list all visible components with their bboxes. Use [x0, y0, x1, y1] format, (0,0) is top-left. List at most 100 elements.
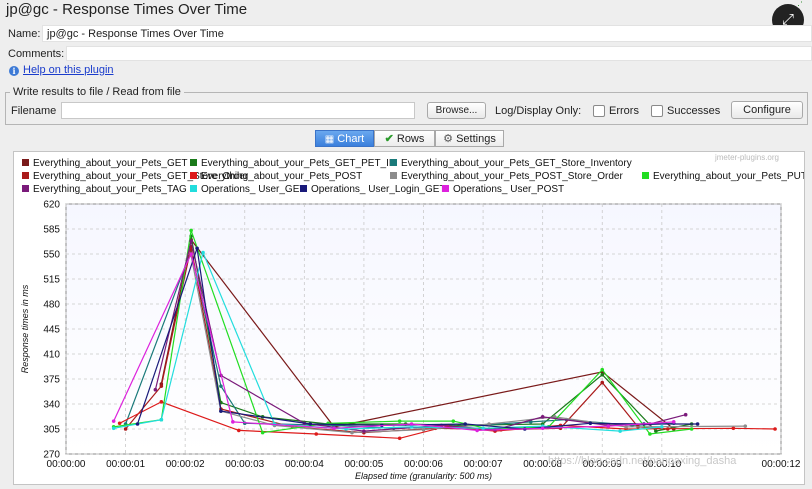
info-icon: i	[9, 66, 19, 76]
browse-button[interactable]: Browse...	[427, 102, 486, 119]
legend-label: Everything_about_your_Pets_POST_Store_Or…	[401, 171, 623, 182]
legend-label: Everything_about_your_Pets_GET_Store_Ord…	[33, 171, 249, 182]
y-tick-label: 620	[43, 200, 60, 211]
legend-swatch	[190, 185, 197, 192]
x-tick-label: 00:00:06	[404, 459, 443, 470]
comments-label: Comments:	[8, 48, 65, 60]
data-point	[308, 422, 313, 426]
data-point	[731, 426, 736, 431]
legend-label: Everything_about_your_Pets_GET	[33, 158, 188, 169]
y-tick-label: 445	[43, 325, 60, 336]
legend-label: Everything_about_your_Pets_TAG	[33, 184, 187, 195]
y-tick-label: 585	[43, 225, 60, 236]
data-point	[409, 425, 414, 429]
data-point	[362, 429, 366, 433]
legend-swatch	[390, 159, 397, 166]
tab-settings-label: Settings	[456, 133, 496, 145]
chart-panel: jmeter-plugins.org Everything_about_your_…	[13, 151, 807, 485]
data-point	[111, 419, 116, 423]
data-point	[189, 228, 193, 233]
data-point	[236, 428, 241, 433]
data-point	[111, 426, 116, 431]
x-tick-label: 00:00:09	[583, 459, 622, 470]
data-point	[189, 252, 193, 256]
name-field[interactable]: jp@gc - Response Times Over Time	[42, 25, 812, 42]
legend-label: Everything_about_your_Pets_PUT	[653, 171, 804, 182]
tab-settings[interactable]: ⚙ Settings	[435, 130, 504, 147]
errors-checkbox[interactable]	[593, 105, 605, 117]
y-axis-label: Response times in ms	[20, 284, 30, 373]
x-tick-label: 00:00:10	[642, 459, 681, 470]
errors-label: Errors	[609, 105, 639, 117]
chart-icon: ▦	[324, 134, 335, 145]
legend-swatch	[190, 159, 197, 166]
data-point	[397, 436, 402, 441]
data-point	[683, 412, 688, 417]
successes-label: Successes	[667, 105, 721, 117]
data-point	[618, 429, 622, 433]
data-point	[600, 380, 605, 385]
x-tick-label: 00:00:03	[225, 459, 264, 470]
successes-checkbox[interactable]	[651, 105, 663, 117]
x-tick-label: 00:00:01	[106, 459, 145, 470]
x-axis-label: Elapsed time (granularity: 500 ms)	[355, 471, 492, 481]
data-point	[409, 422, 414, 426]
legend-swatch	[642, 172, 649, 179]
tab-rows[interactable]: ✔ Rows	[374, 130, 435, 147]
legend-label: Everything_about_your_Pets_GET_PET_ID	[201, 158, 396, 169]
data-point	[624, 425, 628, 429]
y-tick-label: 410	[43, 350, 60, 361]
series-line	[113, 250, 662, 432]
data-point	[332, 426, 336, 431]
x-tick-label: 00:00:12	[762, 459, 801, 470]
legend-swatch	[390, 172, 397, 179]
configure-button[interactable]: Configure	[731, 101, 803, 119]
legend-swatch	[22, 159, 29, 166]
legend-swatch	[300, 185, 307, 192]
resize-grip-icon: ⋰	[794, 0, 803, 10]
data-point	[421, 427, 426, 432]
data-point	[231, 420, 235, 424]
data-point	[153, 387, 158, 392]
y-tick-label: 305	[43, 425, 60, 436]
gear-icon: ⚙	[443, 133, 454, 145]
legend-swatch	[442, 185, 449, 192]
legend-swatch	[190, 172, 197, 179]
x-tick-label: 00:00:02	[166, 459, 205, 470]
window-title: jp@gc - Response Times Over Time	[6, 1, 248, 18]
comments-field[interactable]	[66, 46, 812, 61]
data-point	[117, 421, 122, 426]
data-point	[159, 384, 164, 388]
filename-input[interactable]	[61, 102, 415, 119]
data-point	[397, 419, 402, 423]
response-times-chart: jmeter-plugins.org Everything_about_your_…	[20, 153, 807, 481]
data-point	[189, 239, 193, 243]
data-point	[600, 367, 605, 372]
legend-label: Everything_about_your_Pets_GET_Store_Inv…	[401, 158, 632, 169]
data-point	[475, 428, 479, 433]
data-point	[540, 426, 545, 431]
data-point	[219, 409, 223, 413]
data-point	[135, 422, 140, 426]
data-point	[588, 421, 593, 426]
y-tick-label: 375	[43, 375, 60, 386]
data-point	[654, 429, 658, 433]
data-point	[463, 422, 468, 426]
y-tick-label: 480	[43, 300, 60, 311]
x-tick-label: 00:00:07	[464, 459, 503, 470]
data-point	[671, 420, 676, 424]
data-point	[695, 422, 700, 426]
tab-chart[interactable]: ▦ Chart	[315, 130, 374, 147]
data-point	[648, 432, 652, 436]
help-link[interactable]: Help on this plugin	[23, 64, 114, 76]
data-point	[689, 427, 694, 431]
data-point	[606, 424, 611, 428]
page-watermark: https://blog.csdn.net/panpaxing_dasha	[548, 455, 737, 467]
data-point	[481, 426, 485, 431]
data-point	[159, 400, 164, 404]
file-group	[5, 92, 808, 125]
checkmark-icon: ✔	[384, 133, 394, 145]
data-point	[660, 425, 664, 429]
data-point	[123, 427, 128, 431]
data-point	[195, 246, 199, 251]
